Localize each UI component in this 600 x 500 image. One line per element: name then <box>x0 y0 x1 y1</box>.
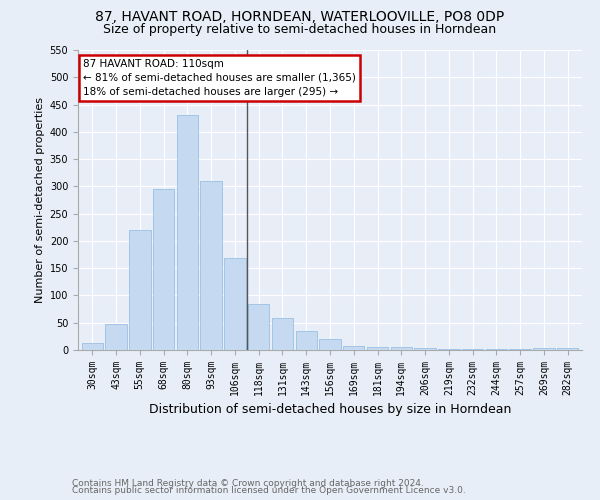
Bar <box>296 332 317 350</box>
Bar <box>129 230 151 350</box>
Bar <box>106 324 127 350</box>
Bar <box>319 339 341 350</box>
Bar <box>557 348 578 350</box>
Bar <box>224 258 245 350</box>
Bar <box>153 189 174 350</box>
Bar <box>176 116 198 350</box>
Text: 87 HAVANT ROAD: 110sqm
← 81% of semi-detached houses are smaller (1,365)
18% of : 87 HAVANT ROAD: 110sqm ← 81% of semi-det… <box>83 59 356 97</box>
Y-axis label: Number of semi-detached properties: Number of semi-detached properties <box>35 97 46 303</box>
Bar <box>391 348 412 350</box>
Bar <box>343 346 364 350</box>
X-axis label: Distribution of semi-detached houses by size in Horndean: Distribution of semi-detached houses by … <box>149 404 511 416</box>
Bar <box>533 348 554 350</box>
Bar <box>415 348 436 350</box>
Bar <box>367 348 388 350</box>
Text: Contains public sector information licensed under the Open Government Licence v3: Contains public sector information licen… <box>72 486 466 495</box>
Text: Contains HM Land Registry data © Crown copyright and database right 2024.: Contains HM Land Registry data © Crown c… <box>72 478 424 488</box>
Bar <box>438 349 460 350</box>
Bar <box>248 304 269 350</box>
Bar <box>462 349 484 350</box>
Bar <box>272 318 293 350</box>
Text: 87, HAVANT ROAD, HORNDEAN, WATERLOOVILLE, PO8 0DP: 87, HAVANT ROAD, HORNDEAN, WATERLOOVILLE… <box>95 10 505 24</box>
Bar <box>82 343 103 350</box>
Bar <box>509 349 531 350</box>
Bar <box>200 181 222 350</box>
Bar <box>486 349 507 350</box>
Text: Size of property relative to semi-detached houses in Horndean: Size of property relative to semi-detach… <box>103 22 497 36</box>
